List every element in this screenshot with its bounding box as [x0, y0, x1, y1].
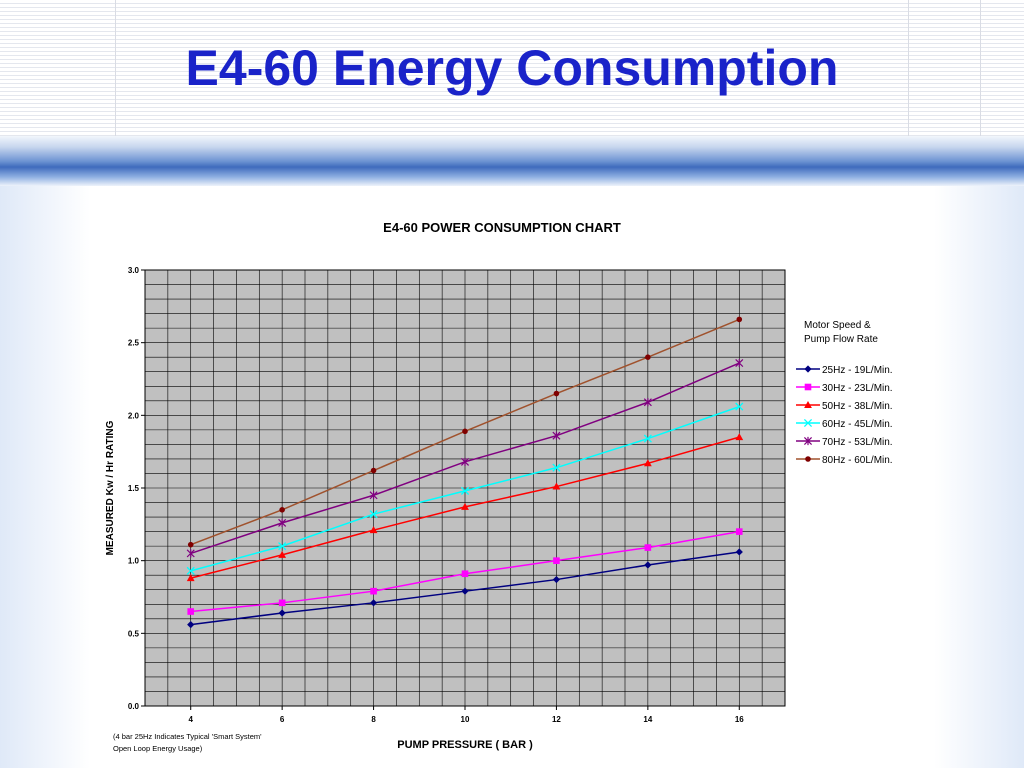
data-point [803, 436, 813, 446]
y-axis-label: MEASURED Kw / Hr RATING [105, 420, 116, 555]
y-tick-label: 1.0 [128, 557, 140, 566]
chart-note-line2: Open Loop Energy Usage) [113, 744, 203, 753]
data-point [804, 383, 812, 391]
data-point [643, 459, 652, 467]
data-point [278, 518, 287, 527]
y-tick-label: 0.5 [128, 629, 140, 638]
data-point [186, 549, 195, 558]
data-point [186, 566, 195, 575]
x-tick-label: 6 [280, 715, 285, 724]
data-point [460, 457, 470, 466]
data-point [278, 550, 287, 558]
data-point [278, 542, 287, 551]
data-point [645, 354, 651, 360]
legend-label: 25Hz - 19L/Min. [822, 365, 893, 376]
data-point [805, 456, 811, 462]
legend-label: 30Hz - 23L/Min. [822, 383, 893, 394]
x-tick-label: 8 [371, 715, 376, 724]
y-tick-label: 2.0 [128, 411, 140, 420]
data-point [643, 434, 652, 443]
header-guide-line [980, 0, 981, 136]
slide-content: E4-60 POWER CONSUMPTION CHART 0.0 0.5 1.0 1… [0, 186, 1024, 768]
legend: Motor Speed & Pump Flow Rate 25Hz - 19L/… [796, 320, 893, 466]
data-point [370, 587, 377, 595]
data-point [370, 467, 377, 474]
data-point [461, 587, 469, 595]
data-point [643, 398, 652, 407]
x-tick-label: 10 [461, 715, 470, 724]
data-point [186, 574, 195, 582]
data-point [369, 526, 378, 534]
data-point [735, 433, 744, 441]
data-point [279, 507, 285, 513]
slide-title: E4-60 Energy Consumption [185, 40, 839, 96]
x-axis-label: PUMP PRESSURE ( BAR ) [397, 739, 533, 751]
data-point [803, 418, 813, 428]
data-point [735, 358, 744, 368]
chart-title: E4-60 POWER CONSUMPTION CHART [383, 220, 621, 235]
data-point [461, 570, 469, 578]
legend-title-line1: Motor Speed & [804, 320, 871, 331]
power-consumption-chart: E4-60 POWER CONSUMPTION CHART 0.0 0.5 1.0 1… [105, 220, 893, 753]
legend-title-line2: Pump Flow Rate [804, 334, 878, 345]
data-point [187, 608, 195, 615]
x-tick-label: 16 [735, 715, 744, 724]
data-point [552, 482, 561, 490]
data-point [735, 528, 743, 535]
legend-label: 80Hz - 60L/Min. [822, 455, 893, 466]
data-point [553, 557, 560, 564]
series-lines [186, 316, 744, 629]
chart-note-line1: (4 bar 25Hz Indicates Typical 'Smart Sys… [113, 732, 262, 741]
data-point [736, 316, 743, 323]
header-band [0, 136, 1024, 186]
data-point [278, 609, 286, 617]
data-point [462, 428, 468, 435]
header-guide-line [115, 0, 116, 136]
data-point [552, 431, 561, 440]
data-point [552, 463, 561, 472]
x-tick-label: 12 [552, 715, 561, 724]
data-point [804, 365, 812, 373]
data-point [461, 502, 469, 510]
legend-label: 70Hz - 53L/Min. [822, 437, 893, 448]
legend-label: 60Hz - 45L/Min. [822, 419, 893, 430]
header-guide-line [908, 0, 909, 136]
axes: 0.0 0.5 1.0 1.5 2.0 2.5 3.0 4 6 8 10 12 14 16 [128, 266, 744, 724]
data-point [369, 599, 378, 607]
slide-header [0, 0, 1024, 136]
y-tick-label: 3.0 [128, 266, 140, 275]
x-tick-label: 4 [188, 715, 193, 724]
x-tick-label: 14 [643, 715, 652, 724]
data-point [552, 575, 561, 584]
data-point [804, 401, 812, 408]
data-point [553, 390, 560, 397]
legend-label: 50Hz - 38L/Min. [822, 401, 893, 412]
y-tick-label: 2.5 [128, 339, 140, 348]
data-point [278, 599, 286, 607]
data-point [735, 548, 743, 556]
data-point [644, 544, 652, 551]
data-point [187, 541, 194, 548]
y-tick-label: 1.5 [128, 484, 140, 493]
data-point [369, 491, 378, 500]
data-point [369, 510, 378, 519]
data-point [460, 486, 470, 495]
y-tick-label: 0.0 [128, 702, 140, 711]
data-point [644, 561, 652, 569]
data-point [735, 402, 744, 411]
data-point [187, 621, 195, 629]
